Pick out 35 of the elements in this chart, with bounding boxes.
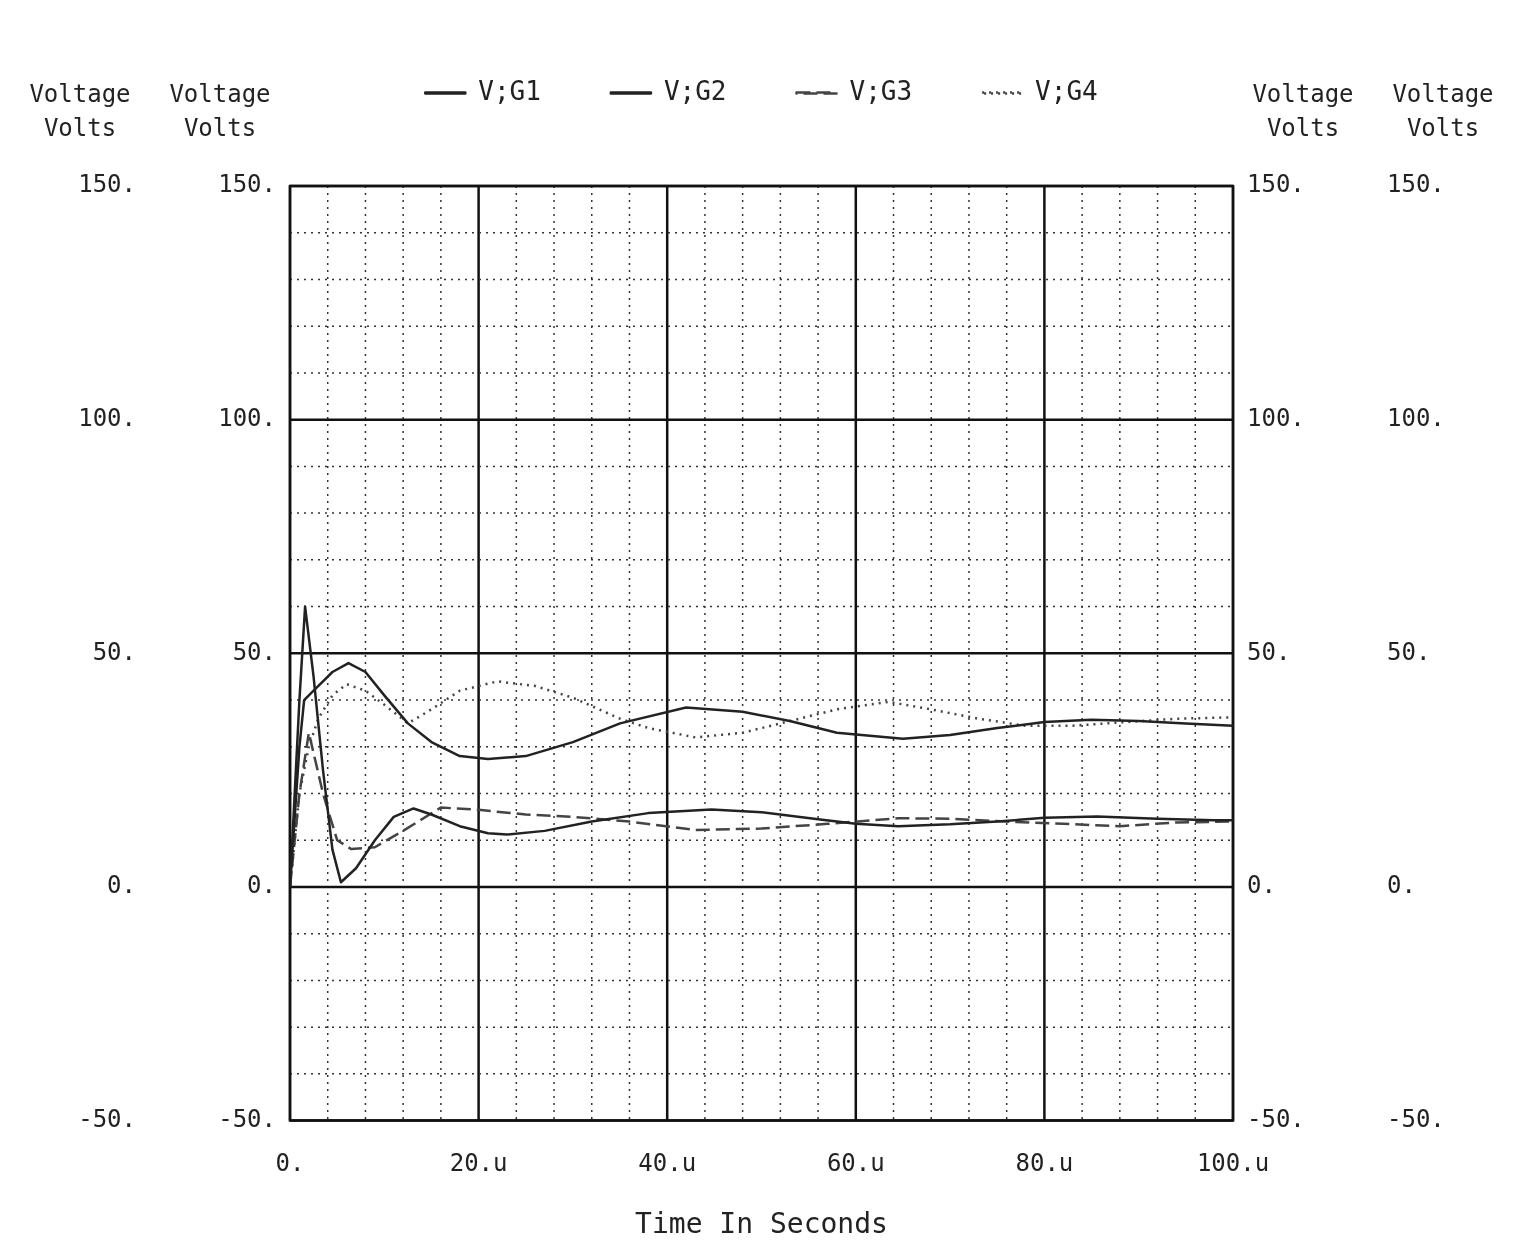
text: 0. — [1387, 871, 1416, 900]
y3-tick-label: 100. — [78, 403, 136, 432]
x-tick-label: 80.u — [1015, 1149, 1074, 1178]
text: Voltage Volts — [1392, 80, 1494, 142]
y3-tick-label: 150. — [78, 170, 136, 199]
y-tick-label: 100. — [218, 403, 276, 432]
y3-tick-label: 50. — [92, 637, 136, 666]
y2-tick-label: -50. — [1247, 1104, 1305, 1133]
y3-axis-title: Voltage Volts — [29, 80, 131, 142]
x-tick-label: 100.u — [1196, 1149, 1270, 1178]
y3-tick-label: -50. — [78, 1104, 136, 1133]
legend-label: V;G1 — [478, 75, 541, 106]
text: 50. — [1387, 637, 1431, 666]
x-tick-label: 60.u — [826, 1149, 885, 1178]
legend-label: V;G2 — [663, 75, 727, 106]
x-tick-label: 40.u — [638, 1149, 697, 1178]
x-axis-title: Time In Seconds — [635, 1207, 888, 1241]
text: -50. — [1387, 1104, 1445, 1133]
text: 100. — [1387, 403, 1445, 432]
y2-tick-label: 100. — [1247, 403, 1305, 432]
y2-tick-label: 150. — [1247, 170, 1305, 199]
y3-tick-label: 0. — [107, 871, 136, 900]
legend-label: V;G4 — [1035, 75, 1098, 106]
text: 150. — [1387, 170, 1445, 199]
y-tick-label: 0. — [247, 871, 276, 900]
legend-label: V;G3 — [849, 75, 913, 106]
x-tick-label: 20.u — [449, 1149, 508, 1178]
y-tick-label: 150. — [218, 170, 276, 199]
y-tick-label: -50. — [218, 1104, 276, 1133]
y2-tick-label: 50. — [1247, 637, 1291, 666]
y2-tick-label: 0. — [1247, 871, 1276, 900]
y-axis-title: Voltage Volts — [169, 80, 271, 142]
x-tick-label: 0. — [275, 1149, 305, 1178]
y-tick-label: 50. — [232, 637, 276, 666]
y2-axis-title: Voltage Volts — [1252, 80, 1354, 142]
